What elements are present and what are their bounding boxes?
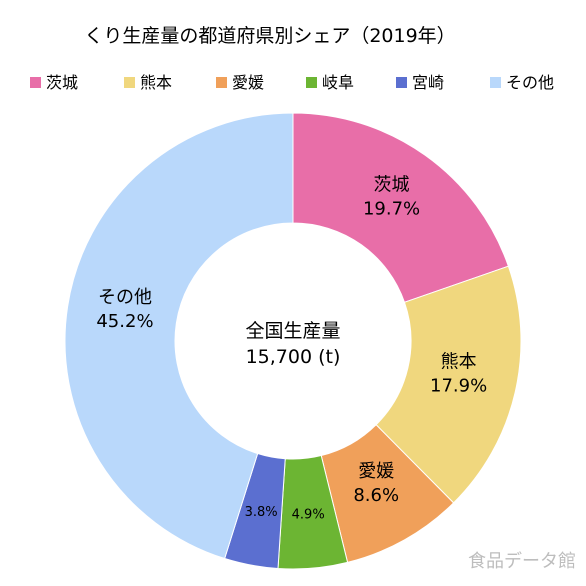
center-label-total: 15,700 (t) xyxy=(246,346,341,368)
slice-value-5: 45.2% xyxy=(96,311,153,332)
legend-swatch-1 xyxy=(124,77,135,88)
legend-label-0: 茨城 xyxy=(46,73,78,92)
chart-title: くり生産量の都道府県別シェア（2019年） xyxy=(84,25,455,47)
legend-swatch-4 xyxy=(396,77,407,88)
legend-swatch-2 xyxy=(216,77,227,88)
slice-value-0: 19.7% xyxy=(363,198,420,219)
slice-label-2: 愛媛 xyxy=(358,461,394,482)
slice-label-5: その他 xyxy=(98,287,152,308)
slice-label-1: 熊本 xyxy=(441,351,477,372)
legend-label-5: その他 xyxy=(506,73,554,92)
legend: 茨城 熊本 愛媛 岐阜 宮崎 その他 xyxy=(30,73,554,92)
slice-labels: 茨城 19.7% 熊本 17.9% 愛媛 8.6% 4.9% 3.8% その他 45.2% xyxy=(96,174,487,522)
legend-label-3: 岐阜 xyxy=(322,73,354,92)
slice-1 xyxy=(375,265,522,504)
legend-label-2: 愛媛 xyxy=(232,73,264,92)
watermark: 食品データ館 xyxy=(468,551,576,572)
legend-swatch-5 xyxy=(490,77,501,88)
legend-label-4: 宮崎 xyxy=(412,73,444,92)
slice-0 xyxy=(292,112,510,303)
donut-slices xyxy=(64,112,522,570)
slice-value-2: 8.6% xyxy=(353,485,399,506)
slice-value-3: 4.9% xyxy=(292,507,325,522)
legend-label-1: 熊本 xyxy=(140,73,172,92)
slice-5 xyxy=(64,112,294,560)
slice-label-0: 茨城 xyxy=(374,174,410,195)
slice-value-4: 3.8% xyxy=(245,505,278,520)
legend-swatch-3 xyxy=(306,77,317,88)
center-label-title: 全国生産量 xyxy=(245,320,340,342)
legend-swatch-0 xyxy=(30,77,41,88)
slice-value-1: 17.9% xyxy=(430,375,487,396)
